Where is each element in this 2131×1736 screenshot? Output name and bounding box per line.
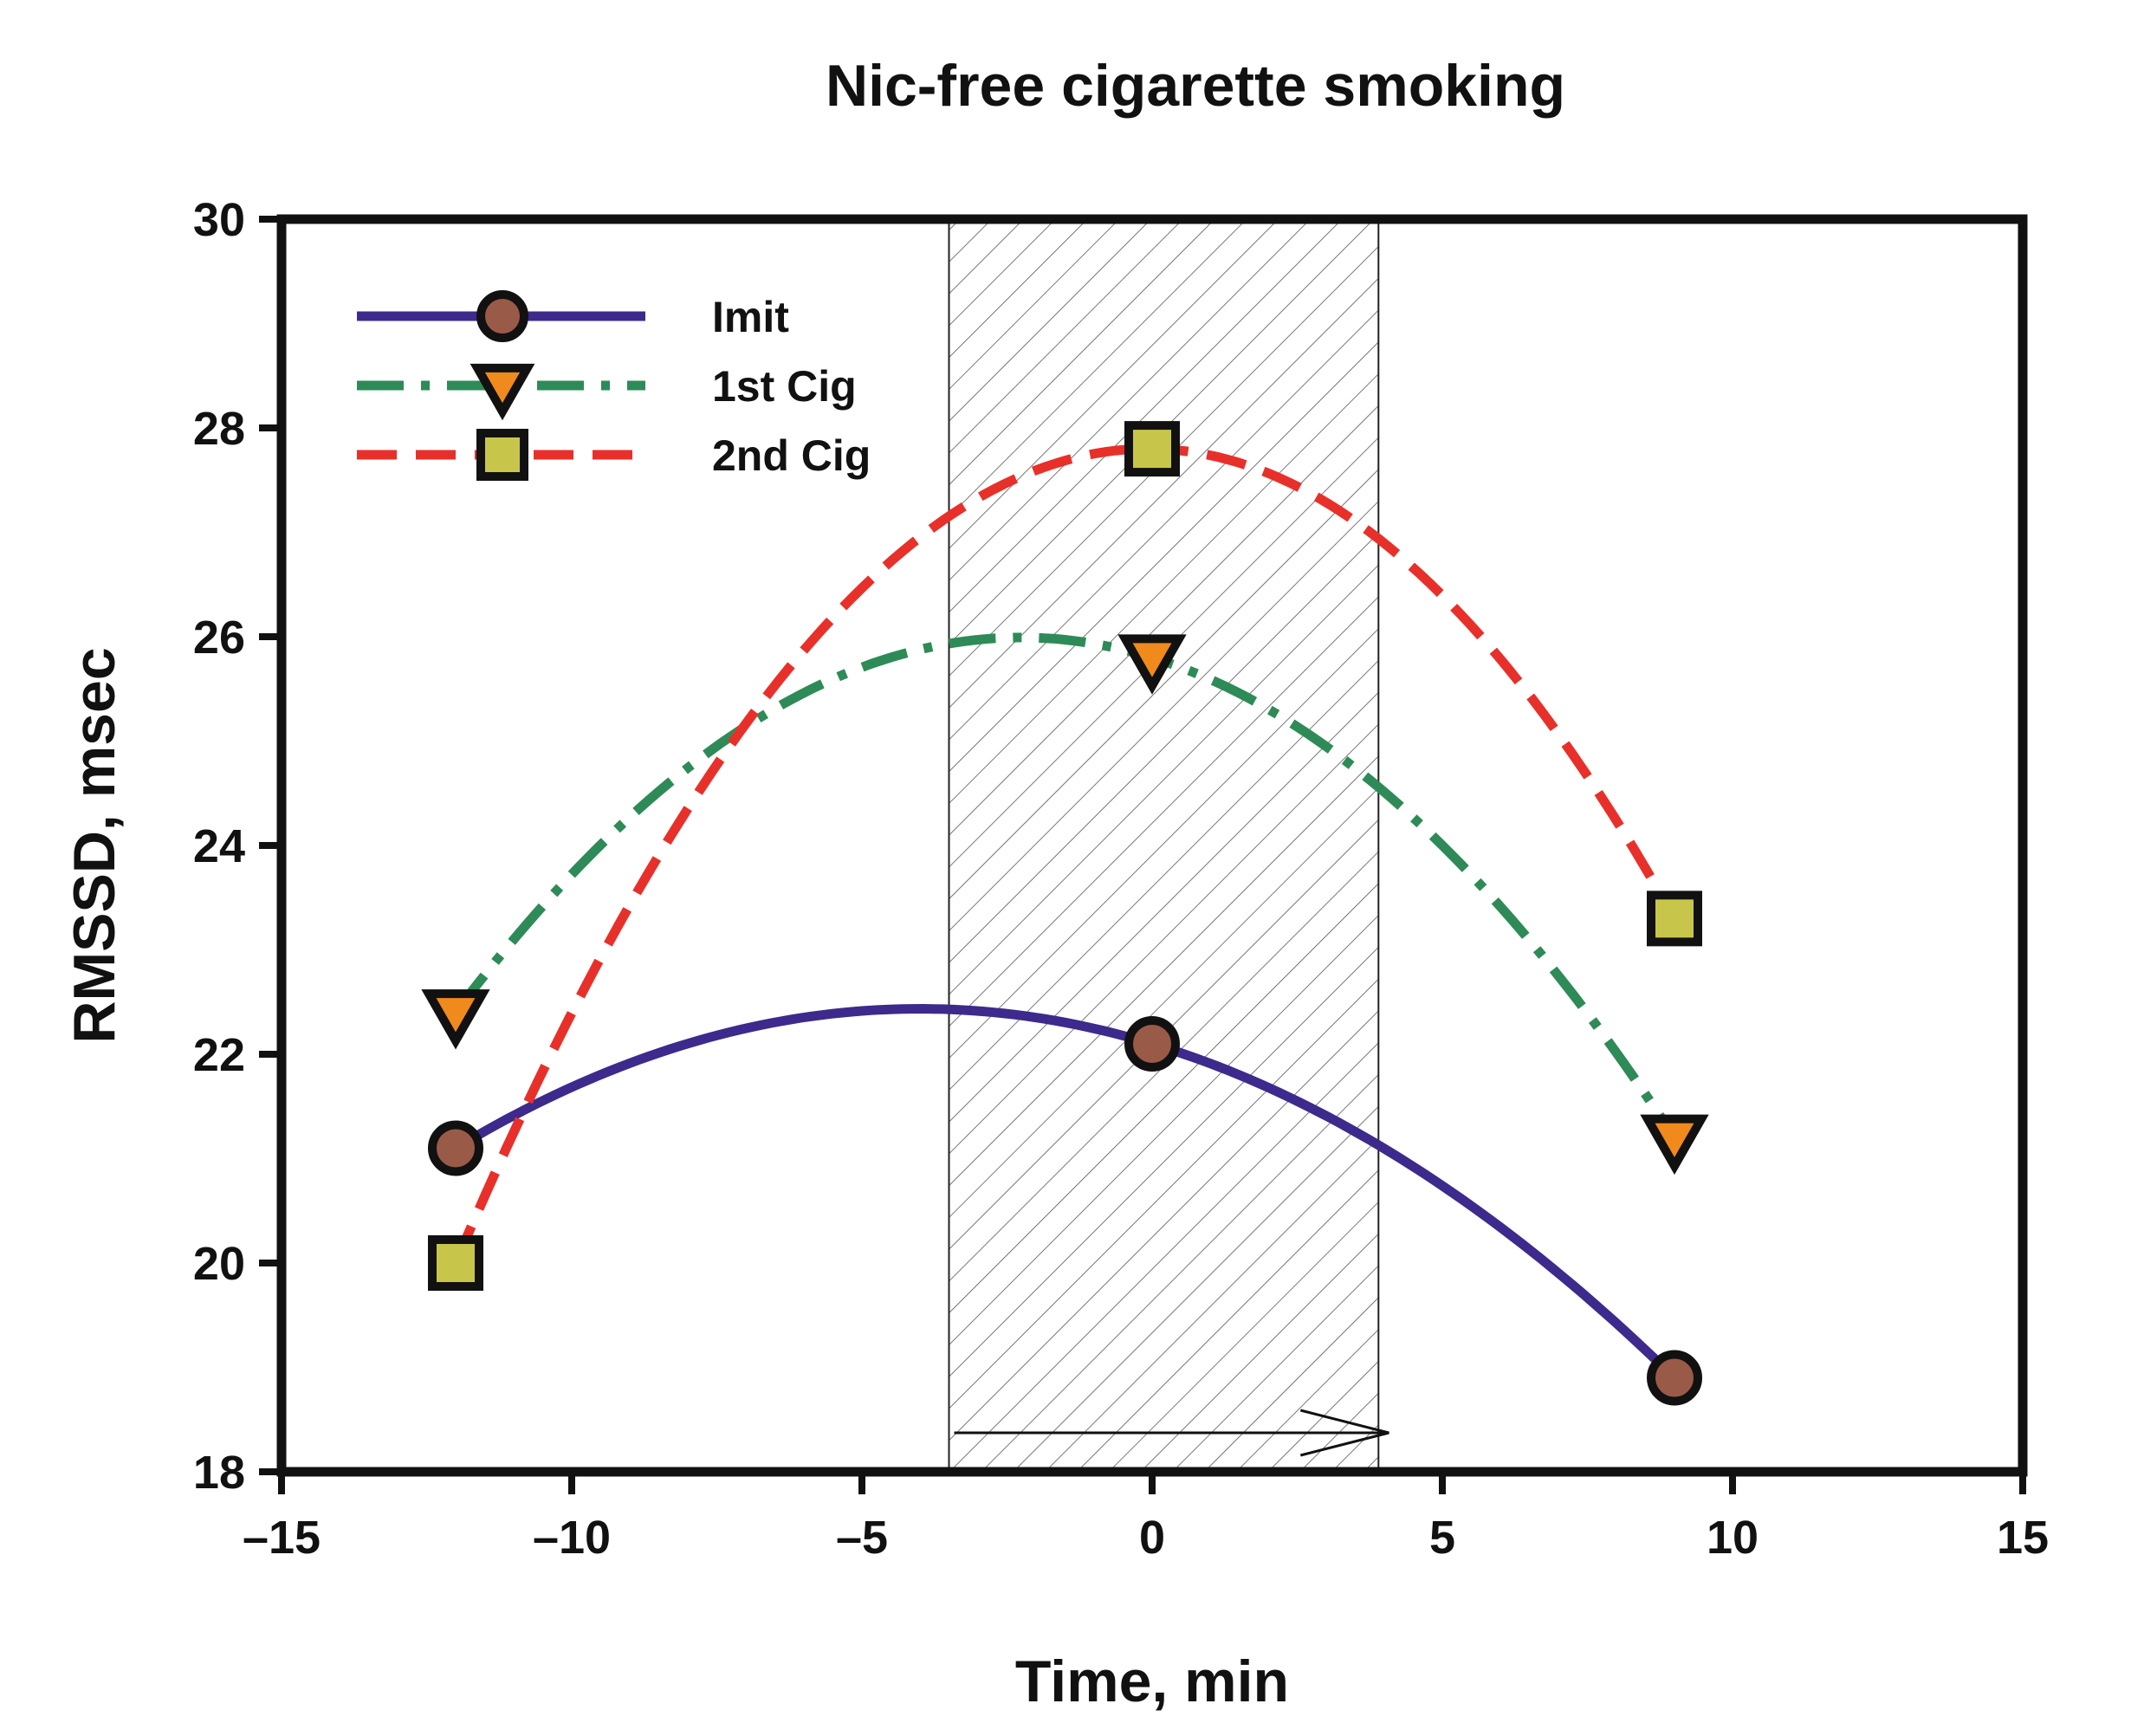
x-tick-label: –10 — [533, 1512, 611, 1564]
x-axis: –15 –10 –5 0 5 10 15 — [243, 1472, 2049, 1564]
y-tick-label: 22 — [193, 1029, 245, 1081]
x-tick-label: –15 — [243, 1512, 321, 1564]
smoking-period-hatch — [948, 218, 1380, 1473]
legend-marker-imit — [476, 290, 528, 342]
y-tick-label: 24 — [193, 820, 245, 872]
smoking-period-arrow-head — [1299, 1409, 1389, 1457]
x-tick-label: 5 — [1429, 1512, 1455, 1564]
data-point-1st-cig — [1117, 634, 1187, 695]
x-tick-label: 15 — [1997, 1512, 2049, 1564]
chart-title: Nic-free cigarette smoking — [826, 53, 1565, 119]
legend-item-imit: Imit — [357, 290, 789, 342]
y-axis: 18 20 22 24 26 28 30 — [193, 194, 282, 1499]
x-tick-label: 10 — [1707, 1512, 1759, 1564]
data-point-2nd-cig — [1124, 421, 1180, 477]
x-tick-label: 0 — [1139, 1512, 1165, 1564]
legend-item-1st-cig: 1st Cig — [357, 362, 857, 421]
y-tick-label: 18 — [193, 1447, 245, 1499]
data-point-2nd-cig — [1647, 891, 1702, 947]
series-markers — [421, 421, 1709, 1406]
data-point-imit — [1124, 1015, 1180, 1072]
legend: Imit 1st Cig 2nd Cig — [357, 290, 871, 481]
y-axis-label: RMSSD, msec — [62, 647, 127, 1043]
series-line-2nd-cig — [450, 444, 1679, 1266]
y-tick-label: 30 — [193, 194, 245, 246]
data-point-2nd-cig — [428, 1235, 483, 1291]
x-tick-label: –5 — [836, 1512, 888, 1564]
y-tick-label: 28 — [193, 403, 245, 455]
data-point-imit — [1647, 1350, 1702, 1406]
series-lines — [450, 444, 1679, 1382]
y-tick-label: 26 — [193, 612, 245, 664]
data-point-1st-cig — [421, 989, 490, 1050]
smoking-period-region — [948, 218, 1389, 1473]
legend-label-2nd-cig: 2nd Cig — [712, 431, 871, 480]
data-point-1st-cig — [1640, 1114, 1709, 1176]
legend-marker-1st-cig — [470, 363, 535, 421]
series-line-1st-cig — [451, 632, 1679, 1141]
legend-item-2nd-cig: 2nd Cig — [357, 429, 871, 481]
series-line-imit — [453, 1003, 1678, 1382]
legend-marker-2nd-cig — [476, 429, 528, 481]
legend-label-imit: Imit — [712, 293, 789, 341]
legend-label-1st-cig: 1st Cig — [712, 362, 857, 411]
data-point-imit — [428, 1120, 483, 1176]
x-axis-label: Time, min — [1015, 1649, 1289, 1714]
y-tick-label: 20 — [193, 1238, 245, 1290]
